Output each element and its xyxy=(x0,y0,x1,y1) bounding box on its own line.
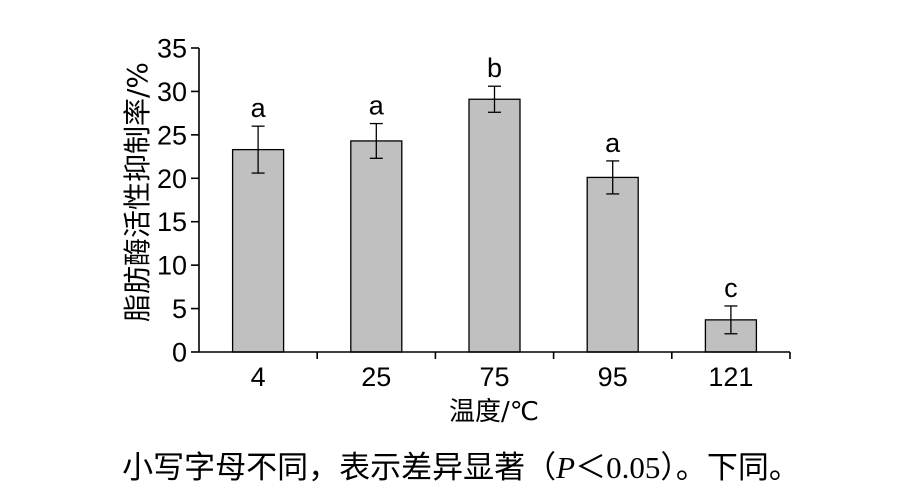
y-tick-label: 30 xyxy=(157,77,187,107)
significance-letter: a xyxy=(251,93,267,123)
y-tick-label: 25 xyxy=(157,120,187,150)
significance-letter: a xyxy=(369,91,385,121)
y-tick-label: 0 xyxy=(172,338,187,368)
significance-letter: b xyxy=(487,53,502,83)
x-axis-title: 温度/℃ xyxy=(449,397,539,427)
caption-text-after: ＜0.05）。下同。 xyxy=(575,450,800,485)
figure-caption: 小写字母不同，表示差异显著（P＜0.05）。下同。 xyxy=(122,450,800,485)
plot-area: 0 5 10 15 20 25 30 35 a 4 a 25 b 75 a 95 c 121 xyxy=(157,34,791,392)
bar-4 xyxy=(231,148,285,353)
x-tick-label: 75 xyxy=(479,362,509,392)
caption-text-before: 小写字母不同，表示差异显著（ xyxy=(122,450,556,485)
x-tick-label: 25 xyxy=(361,362,391,392)
x-tick-label: 121 xyxy=(708,362,753,392)
y-tick-label: 15 xyxy=(157,207,187,237)
x-tick-label: 95 xyxy=(598,362,628,392)
y-tick-label: 10 xyxy=(157,251,187,281)
caption-text-italic: P xyxy=(555,450,575,485)
x-tick-label: 4 xyxy=(251,362,266,392)
significance-letter: a xyxy=(605,128,621,158)
y-tick-label: 35 xyxy=(157,34,187,64)
y-tick-label: 20 xyxy=(157,164,187,194)
significance-letter: c xyxy=(724,273,738,303)
bar-95 xyxy=(586,176,639,353)
y-axis-title: 脂肪酶活性抑制率/% xyxy=(121,62,154,322)
y-tick-label: 5 xyxy=(172,294,187,324)
bar-75 xyxy=(468,98,521,353)
bar-25 xyxy=(350,140,403,353)
